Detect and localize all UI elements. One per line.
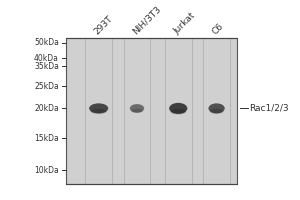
FancyBboxPatch shape <box>66 38 237 184</box>
Text: 35kDa: 35kDa <box>34 62 59 71</box>
Text: NIH/3T3: NIH/3T3 <box>130 5 163 36</box>
Ellipse shape <box>208 103 225 113</box>
Text: C6: C6 <box>210 21 225 36</box>
Ellipse shape <box>131 109 143 113</box>
Text: 50kDa: 50kDa <box>34 38 59 47</box>
Ellipse shape <box>130 104 144 113</box>
Ellipse shape <box>91 109 107 114</box>
Text: 293T: 293T <box>92 14 115 36</box>
Text: 10kDa: 10kDa <box>34 166 59 175</box>
Ellipse shape <box>89 103 108 113</box>
Text: 20kDa: 20kDa <box>34 104 59 113</box>
Text: 40kDa: 40kDa <box>34 54 59 63</box>
Text: 25kDa: 25kDa <box>34 82 59 91</box>
Text: 15kDa: 15kDa <box>34 134 59 143</box>
Ellipse shape <box>210 109 224 114</box>
Ellipse shape <box>170 109 186 114</box>
Text: Jurkat: Jurkat <box>172 11 197 36</box>
Text: Rac1/2/3: Rac1/2/3 <box>249 104 289 113</box>
Ellipse shape <box>169 103 188 114</box>
